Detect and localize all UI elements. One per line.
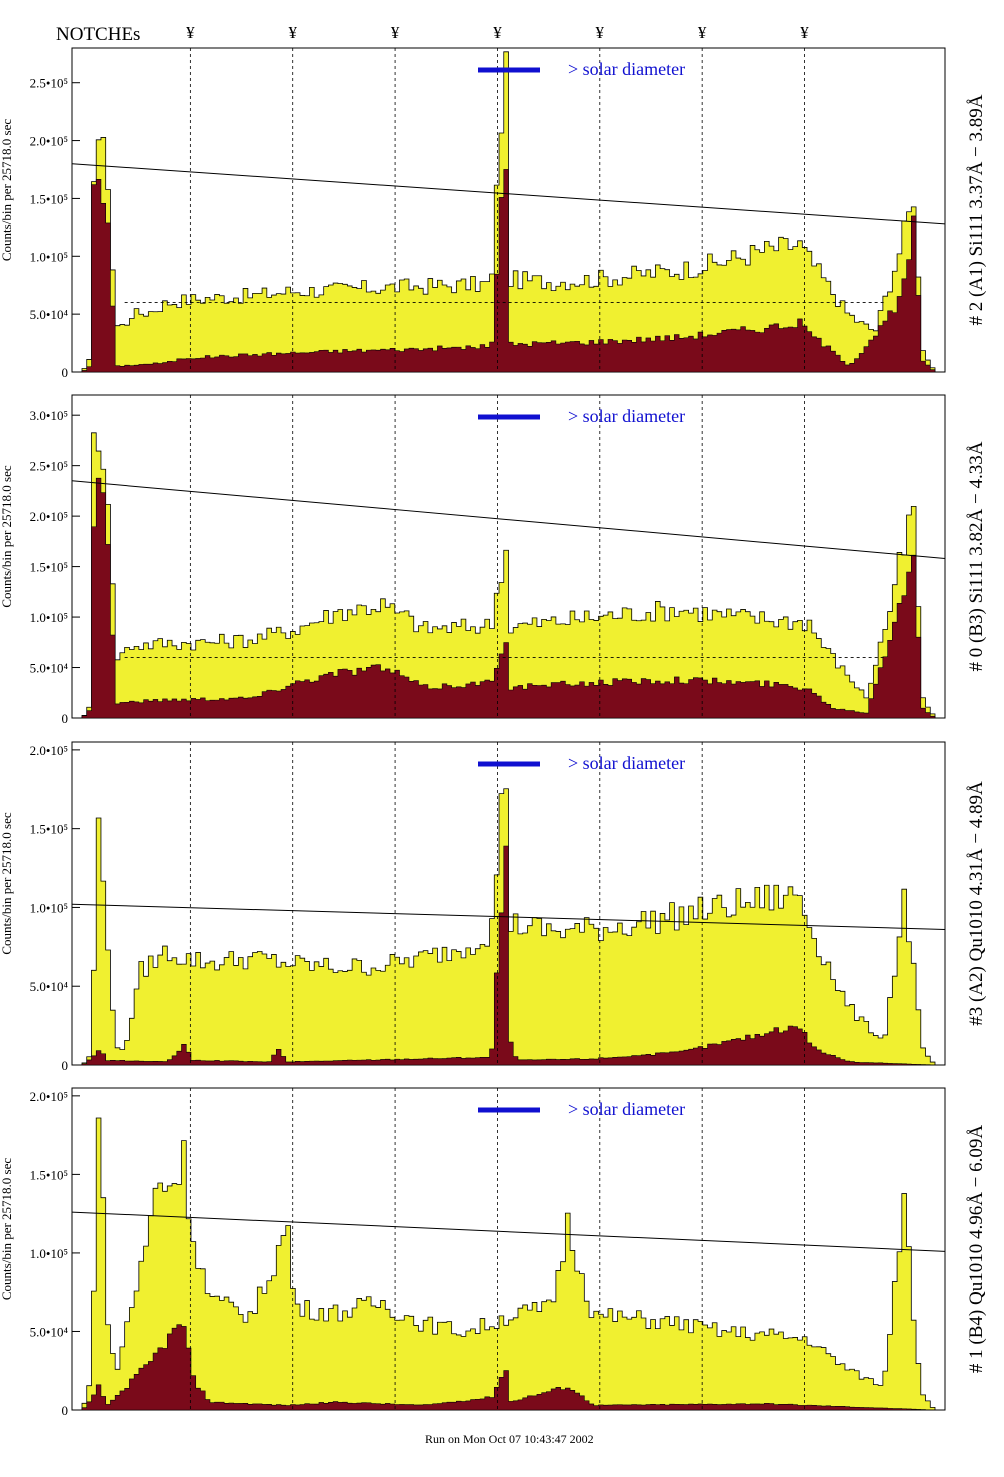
series-inner-area (81, 1324, 936, 1411)
y-tick-label: 1.0•10⁵ (30, 1246, 68, 1261)
panel-title-label: #3 (A2) Qu1010 4.31Å − 4.89Å (966, 781, 987, 1026)
y-tick-label: 2.0•10⁵ (30, 134, 68, 149)
notch-mark-2: ¥ (288, 23, 297, 42)
panel-title-label: # 2 (A1) Si111 3.37Å − 3.89Å (966, 94, 987, 325)
series-outer-area (81, 432, 936, 719)
y-tick-label: 0 (62, 1403, 69, 1418)
y-tick-label: 0 (62, 365, 69, 380)
y-tick-label: 1.0•10⁵ (30, 249, 68, 264)
y-tick-label: 5.0•10⁴ (30, 1324, 69, 1339)
series-inner-area (81, 845, 936, 1066)
notches-header: NOTCHEs ¥ ¥ ¥ ¥ ¥ ¥ ¥ (56, 23, 809, 45)
legend-text: > solar diameter (568, 406, 685, 426)
y-tick-label: 2.0•10⁵ (30, 743, 68, 758)
y-tick-label: 5.0•10⁴ (30, 979, 69, 994)
panel-title-label: # 1 (B4) Qu1010 4.96Å − 6.09Å (966, 1125, 987, 1373)
y-tick-label: 3.0•10⁵ (30, 408, 68, 423)
y-axis-label: Counts/bin per 25718.0 sec (0, 1158, 14, 1300)
chart-panels: 0 5.0•10⁴ 1.0•10⁵ 1.5•10⁵ 2.0•10⁵ 2.5•10⁵ Coun… (0, 47, 987, 1418)
series-inner-area (81, 169, 936, 373)
notch-mark-6: ¥ (698, 23, 707, 42)
y-tick-label: 1.5•10⁵ (30, 560, 68, 575)
y-tick-label: 2.0•10⁵ (30, 1089, 68, 1104)
y-axis-label: Counts/bin per 25718.0 sec (0, 465, 14, 607)
y-tick-label: 1.5•10⁵ (30, 191, 68, 206)
series-outer-area (81, 1117, 936, 1411)
panel-1: 0 5.0•10⁴ 1.0•10⁵ 1.5•10⁵ 2.0•10⁵ 2.5•10⁵ Coun… (0, 47, 987, 380)
notch-mark-7: ¥ (800, 23, 809, 42)
series-inner-area (81, 477, 936, 719)
y-tick-label: 1.0•10⁵ (30, 900, 68, 915)
y-tick-label: 1.0•10⁵ (30, 610, 68, 625)
y-axis-label: Counts/bin per 25718.0 sec (0, 812, 14, 954)
panel-3: 0 5.0•10⁴ 1.0•10⁵ 1.5•10⁵ 2.0•10⁵ Counts/bin … (0, 741, 987, 1073)
trend-line (71, 163, 946, 225)
notch-mark-3: ¥ (391, 23, 400, 42)
y-tick-label: 0 (62, 1058, 69, 1073)
y-tick-label: 2.5•10⁵ (30, 459, 68, 474)
panel-2: 0 5.0•10⁴ 1.0•10⁵ 1.5•10⁵ 2.0•10⁵ 2.5•10⁵ 3.0•… (0, 394, 987, 726)
y-tick-label: 0 (62, 711, 69, 726)
trend-line (71, 480, 946, 560)
y-tick-label: 1.5•10⁵ (30, 822, 68, 837)
panel-4: 0 5.0•10⁴ 1.0•10⁵ 1.5•10⁵ 2.0•10⁵ Counts/bin … (0, 1087, 987, 1418)
y-tick-label: 5.0•10⁴ (30, 307, 69, 322)
notch-mark-1: ¥ (186, 23, 195, 42)
y-tick-label: 2.0•10⁵ (30, 509, 68, 524)
legend-text: > solar diameter (568, 1099, 685, 1119)
trend-line (71, 903, 946, 930)
y-tick-label: 5.0•10⁴ (30, 661, 69, 676)
run-timestamp: Run on Mon Oct 07 10:43:47 2002 (425, 1432, 594, 1446)
legend-text: > solar diameter (568, 753, 685, 773)
trend-line (71, 1211, 946, 1252)
y-tick-label: 1.5•10⁵ (30, 1167, 68, 1182)
panel-title-label: # 0 (B3) Si111 3.82Å − 4.33Å (966, 441, 987, 671)
notch-mark-5: ¥ (596, 23, 605, 42)
legend-text: > solar diameter (568, 59, 685, 79)
y-tick-label: 2.5•10⁵ (30, 76, 68, 91)
notches-label: NOTCHEs (56, 24, 140, 45)
y-axis-label: Counts/bin per 25718.0 sec (0, 119, 14, 261)
notch-mark-4: ¥ (493, 23, 502, 42)
